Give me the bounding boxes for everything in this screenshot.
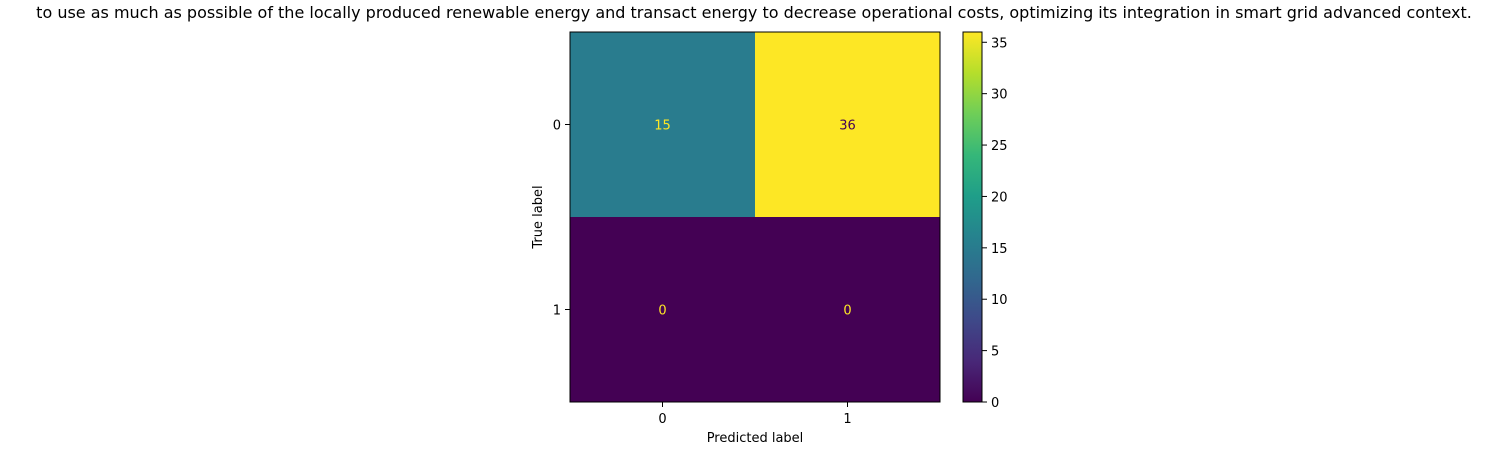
matrix-cell-1-0 (570, 217, 755, 402)
colorbar (962, 31, 983, 403)
colorbar-tick-label: 15 (991, 242, 1008, 257)
colorbar-tick-label: 25 (991, 139, 1008, 154)
y-tick-label: 0 (553, 119, 561, 134)
y-axis-label: True label (531, 185, 546, 249)
colorbar-tick-label: 0 (991, 396, 999, 411)
matrix-cell-0-0 (570, 32, 755, 217)
matrix-cell-labels: 15 36 0 0 (654, 119, 856, 319)
cell-value-label: 0 (658, 304, 666, 319)
colorbar-tick-label: 35 (991, 36, 1008, 51)
x-tick-label: 0 (658, 412, 666, 427)
y-axis-ticks: 01 (553, 119, 570, 319)
cell-value-label: 15 (654, 119, 671, 134)
x-tick-label: 1 (843, 412, 851, 427)
cell-value-label: 0 (843, 304, 851, 319)
matrix-cell-1-1 (755, 217, 940, 402)
matrix-cell-0-1 (755, 32, 940, 217)
colorbar-ticks: 0 5 10 15 20 25 30 35 (982, 36, 1008, 411)
matrix-cells (570, 32, 940, 402)
matrix-frame (569, 31, 941, 403)
x-axis-label: Predicted label (707, 431, 804, 446)
colorbar-tick-label: 30 (991, 88, 1008, 103)
y-tick-label: 1 (553, 304, 561, 319)
colorbar-tick-label: 10 (991, 293, 1008, 308)
colorbar-tick-label: 5 (991, 345, 999, 360)
colorbar-tick-label: 20 (991, 190, 1008, 205)
chart-title: to use as much as possible of the locall… (36, 3, 1472, 22)
cell-value-label: 36 (839, 119, 856, 134)
